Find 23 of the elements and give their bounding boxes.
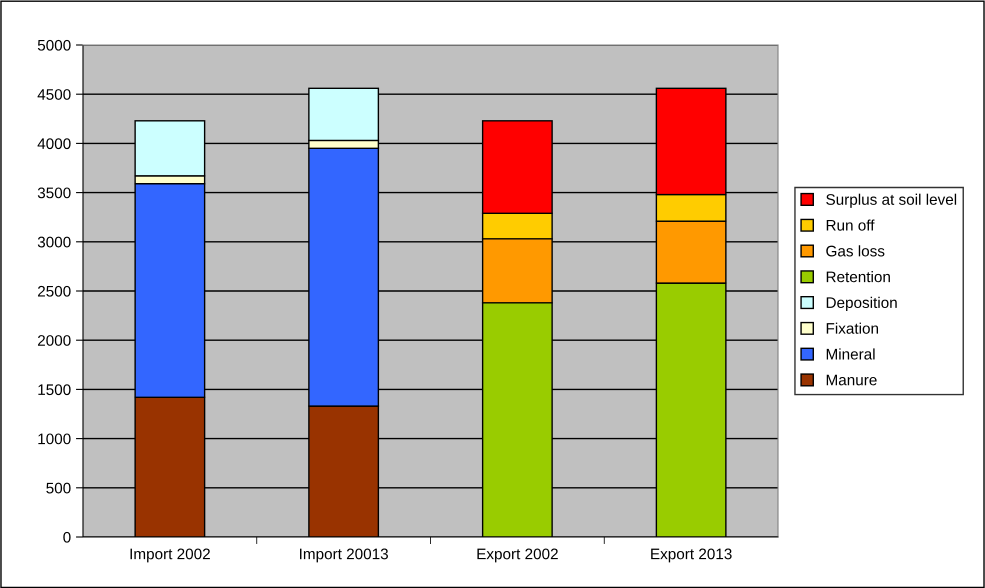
legend-label: Manure (826, 374, 877, 386)
x-tick-label: Export 2002 (477, 548, 558, 562)
y-tick-label: 5000 (38, 40, 71, 51)
legend-label: Gas loss (826, 245, 884, 256)
y-tick-label: 2500 (38, 286, 71, 297)
legend-label: Retention (826, 271, 890, 282)
x-tick-label: Import 20013 (300, 548, 388, 562)
legend-label: Fixation (826, 322, 878, 334)
y-tick-label: 1500 (38, 384, 71, 396)
legend-label: Mineral (826, 348, 875, 360)
y-tick-label: 4500 (38, 89, 71, 100)
legend-label: Deposition (826, 296, 897, 312)
y-tick-label: 3000 (38, 236, 71, 248)
x-tick-label: Import 2002 (130, 548, 210, 562)
y-tick-label: 0 (63, 532, 71, 543)
y-tick-label: 3500 (38, 187, 71, 198)
y-tick-label: 4000 (38, 138, 71, 150)
legend-label: Surplus at soil level (826, 194, 956, 208)
legend-label: Run off (826, 219, 875, 231)
x-tick-label: Export 2013 (651, 548, 732, 562)
y-tick-label: 500 (46, 482, 71, 494)
y-tick-label: 2000 (38, 335, 71, 346)
y-tick-label: 1000 (38, 433, 71, 444)
